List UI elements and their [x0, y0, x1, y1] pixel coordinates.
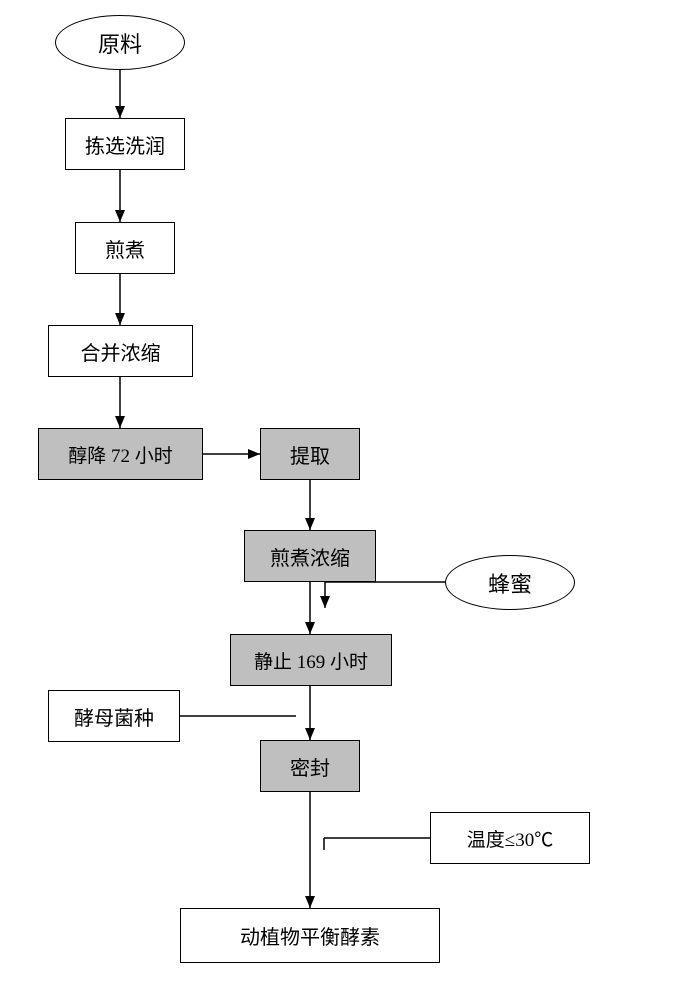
- node-boil-label: 煎煮: [105, 234, 145, 263]
- node-temp-label: 温度≤30℃: [467, 825, 553, 852]
- node-honey: 蜂蜜: [445, 555, 575, 610]
- node-alcohol-label: 醇降 72 小时: [68, 441, 173, 468]
- node-merge-label: 合并浓缩: [81, 337, 161, 366]
- node-yeast-label: 酵母菌种: [74, 702, 154, 731]
- node-temp: 温度≤30℃: [430, 812, 590, 864]
- node-rest: 静止 169 小时: [230, 634, 392, 686]
- node-boilconc-label: 煎煮浓缩: [270, 542, 350, 571]
- node-honey-label: 蜂蜜: [488, 567, 532, 599]
- node-boil: 煎煮: [75, 222, 175, 274]
- node-extract: 提取: [260, 428, 360, 480]
- node-select: 拣选洗润: [65, 118, 185, 170]
- node-raw: 原料: [55, 15, 185, 70]
- node-extract-label: 提取: [290, 440, 330, 469]
- node-product: 动植物平衡酵素: [180, 908, 440, 963]
- node-yeast: 酵母菌种: [48, 690, 180, 742]
- node-product-label: 动植物平衡酵素: [240, 921, 380, 950]
- node-boilconc: 煎煮浓缩: [244, 530, 376, 582]
- node-raw-label: 原料: [98, 27, 142, 59]
- node-rest-label: 静止 169 小时: [254, 647, 368, 674]
- node-seal-label: 密封: [290, 752, 330, 781]
- flowchart-canvas: 原料 拣选洗润 煎煮 合并浓缩 醇降 72 小时 提取 煎煮浓缩 蜂蜜 静止 1…: [0, 0, 676, 1000]
- node-select-label: 拣选洗润: [85, 130, 165, 159]
- node-alcohol: 醇降 72 小时: [38, 428, 203, 480]
- node-merge: 合并浓缩: [48, 325, 193, 377]
- node-seal: 密封: [260, 740, 360, 792]
